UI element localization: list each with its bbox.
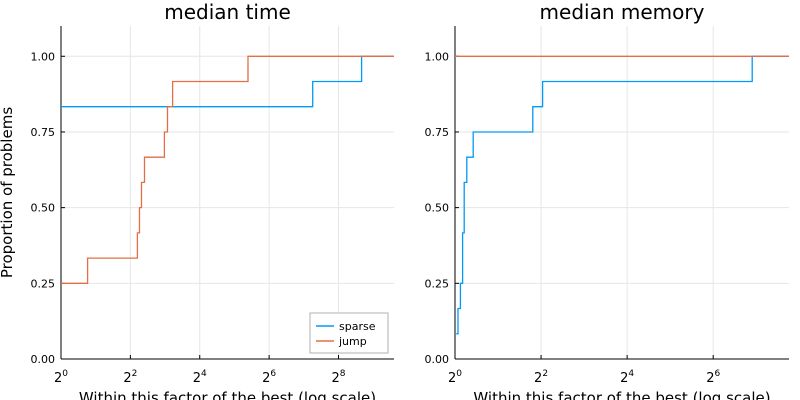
y-tick-label: 0.00 bbox=[31, 353, 56, 366]
y-tick-label: 0.50 bbox=[425, 202, 450, 215]
y-tick-label: 1.00 bbox=[425, 50, 450, 63]
legend-label-jump: jump bbox=[338, 335, 367, 348]
legend-label-sparse: sparse bbox=[339, 320, 376, 333]
y-tick-label: 0.25 bbox=[425, 277, 450, 290]
legend: sparse jump bbox=[310, 313, 388, 353]
y-tick-label: 0.50 bbox=[31, 202, 56, 215]
y-tick-label: 0.75 bbox=[425, 126, 450, 139]
x-axis-label: Within this factor of the best (log scal… bbox=[473, 389, 770, 400]
y-tick-label: 0.00 bbox=[425, 353, 450, 366]
y-axis-label: Proportion of problems bbox=[0, 107, 16, 278]
chart-title: median memory bbox=[540, 0, 705, 24]
y-tick-label: 0.75 bbox=[31, 126, 56, 139]
x-axis-label: Within this factor of the best (log scal… bbox=[79, 389, 376, 400]
chart-title: median time bbox=[164, 0, 291, 24]
y-tick-label: 1.00 bbox=[31, 50, 56, 63]
y-tick-label: 0.25 bbox=[31, 277, 56, 290]
